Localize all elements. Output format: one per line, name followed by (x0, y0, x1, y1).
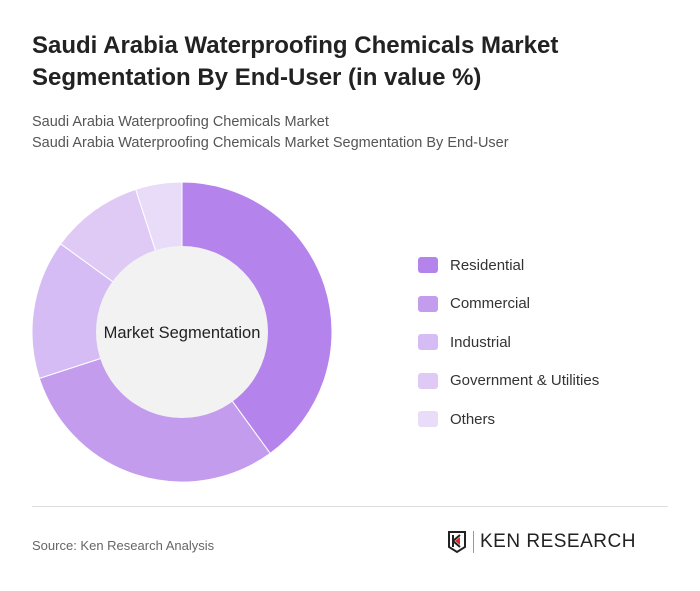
legend-label: Industrial (450, 333, 511, 351)
legend-swatch (418, 334, 438, 351)
legend-item[interactable]: Commercial (418, 285, 599, 324)
logo-shield-icon (448, 531, 466, 554)
legend-swatch (418, 257, 438, 274)
source-note: Source: Ken Research Analysis (32, 538, 215, 553)
chart-title: Saudi Arabia Waterproofing Chemicals Mar… (32, 32, 559, 91)
ken-research-logo: KEN RESEARCH (447, 530, 636, 554)
subtitle-2: Saudi Arabia Waterproofing Chemicals Mar… (32, 135, 509, 151)
legend-label: Others (450, 410, 496, 428)
legend: Residential Commercial Industrial Governmen… (418, 246, 599, 439)
legend-label: Residential (450, 256, 525, 274)
center-label: Market Segmentation (104, 324, 261, 342)
legend-item[interactable]: Others (418, 400, 599, 439)
subtitle-1: Saudi Arabia Waterproofing Chemicals Mar… (32, 114, 329, 130)
legend-label: Commercial (450, 295, 531, 313)
legend-swatch (418, 372, 438, 389)
legend-swatch (418, 411, 438, 428)
divider (32, 506, 668, 507)
legend-item[interactable]: Residential (418, 246, 599, 285)
donut-hole (96, 246, 268, 418)
legend-item[interactable]: Government & Utilities (418, 362, 599, 401)
logo-text: KEN RESEARCH (473, 531, 636, 553)
legend-swatch (418, 295, 438, 312)
legend-label: Government & Utilities (450, 372, 600, 390)
legend-item[interactable]: Industrial (418, 323, 599, 362)
